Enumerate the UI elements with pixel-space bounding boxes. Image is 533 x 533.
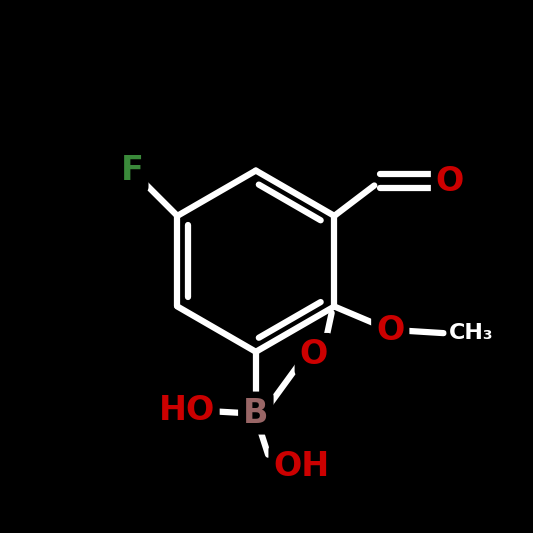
Text: B: B bbox=[243, 397, 269, 430]
Text: O: O bbox=[376, 314, 405, 347]
Text: O: O bbox=[436, 165, 464, 198]
Text: HO: HO bbox=[158, 394, 215, 427]
Text: CH₃: CH₃ bbox=[449, 323, 494, 343]
Text: OH: OH bbox=[273, 450, 330, 483]
Text: O: O bbox=[300, 338, 328, 371]
Text: F: F bbox=[120, 154, 143, 187]
